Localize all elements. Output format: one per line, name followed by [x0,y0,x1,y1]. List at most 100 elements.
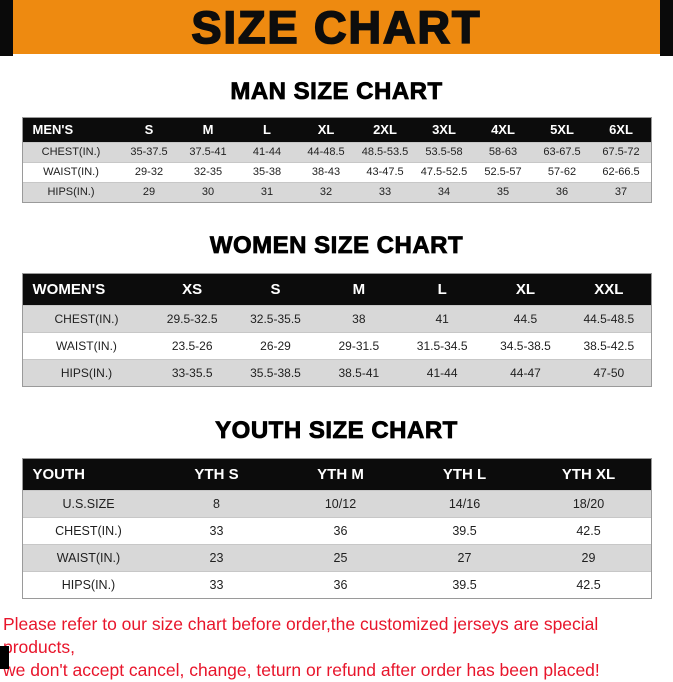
page-title: SIZE CHART [191,1,482,53]
size-value: 29 [526,543,651,571]
size-column-header: XL [296,118,356,142]
measurement-row: HIPS(IN.) 29 30 31 32 33 34 35 36 37 [22,181,651,202]
corner-block-top-right [660,0,673,56]
size-value: 14/16 [402,489,527,517]
women-size-table: WOMEN'S XS S M L XL XXL CHEST(IN.) 29.5-32.5 32.5… [22,274,651,386]
size-value: 32.5-35.5 [233,304,318,332]
size-column-header: XXL [567,274,651,305]
size-value: 62-66.5 [591,161,651,182]
size-value: 32-35 [178,161,238,182]
size-value: 38.5-42.5 [567,331,651,359]
row-label: U.S.SIZE [22,489,155,517]
measurement-row: WAIST(IN.) 29-32 32-35 35-38 38-43 43-47.5 47.… [22,161,651,182]
size-value: 41 [400,304,484,332]
row-label: HIPS(IN.) [22,181,120,202]
corner-block-bottom-left [0,646,9,669]
size-column-header: S [233,274,318,305]
size-value: 10/12 [278,489,403,517]
size-column-header: L [237,118,297,142]
men-size-table: MEN'S S M L XL 2XL 3XL 4XL 5XL 6XL CHEST(IN.) 35-37… [22,118,651,202]
size-column-header: YTH S [154,459,279,490]
size-column-header: M [317,274,401,305]
table-title-cell: MEN'S [22,118,120,142]
size-value: 32 [296,181,356,202]
size-value: 42.5 [526,570,651,598]
size-value: 47-50 [567,358,651,386]
row-label: WAIST(IN.) [22,331,151,359]
size-value: 8 [154,489,279,517]
measurement-row: WAIST(IN.) 23.5-26 26-29 29-31.5 31.5-34.5 34… [22,331,651,359]
size-value: 35.5-38.5 [233,358,318,386]
size-column-header: M [178,118,238,142]
size-value: 41-44 [400,358,484,386]
size-value: 57-62 [532,161,592,182]
header-row: MEN'S S M L XL 2XL 3XL 4XL 5XL 6XL [22,118,651,142]
row-label: WAIST(IN.) [22,543,155,571]
size-value: 18/20 [526,489,651,517]
size-value: 63-67.5 [532,141,592,162]
corner-block-top-left [0,0,13,56]
size-value: 52.5-57 [473,161,533,182]
man-size-chart-heading: MAN SIZE CHART [230,78,443,106]
table-title-cell: WOMEN'S [22,274,151,305]
size-value: 47.5-52.5 [414,161,474,182]
size-value: 33 [355,181,415,202]
size-value: 39.5 [402,516,527,544]
banner-background: SIZE CHART [12,0,661,54]
row-label: HIPS(IN.) [22,358,151,386]
size-value: 35-37.5 [119,141,179,162]
size-value: 26-29 [233,331,318,359]
policy-line-1: Please refer to our size chart before or… [3,614,599,658]
measurement-row: HIPS(IN.) 33 36 39.5 42.5 [22,570,651,598]
size-column-header: 2XL [355,118,415,142]
youth-size-table: YOUTH YTH S YTH M YTH L YTH XL U.S.SIZE 8 10/12… [22,459,651,598]
size-value: 44-48.5 [296,141,356,162]
size-column-header: YTH L [402,459,527,490]
size-column-header: YTH XL [526,459,651,490]
size-value: 25 [278,543,403,571]
size-value: 53.5-58 [414,141,474,162]
title-banner: SIZE CHART [0,0,673,57]
size-value: 23.5-26 [150,331,234,359]
size-value: 38.5-41 [317,358,401,386]
row-label: WAIST(IN.) [22,161,120,182]
size-value: 29 [119,181,179,202]
measurement-row: CHEST(IN.) 33 36 39.5 42.5 [22,516,651,544]
size-value: 29.5-32.5 [150,304,234,332]
size-value: 41-44 [237,141,297,162]
size-column-header: XS [150,274,234,305]
size-value: 38-43 [296,161,356,182]
measurement-row: HIPS(IN.) 33-35.5 35.5-38.5 38.5-41 41-44 44-… [22,358,651,386]
order-policy-note: Please refer to our size chart before or… [3,613,673,682]
size-value: 29-31.5 [317,331,401,359]
size-column-header: 6XL [591,118,651,142]
size-value: 39.5 [402,570,527,598]
size-column-header: XL [483,274,568,305]
size-value: 36 [278,516,403,544]
size-value: 33 [154,516,279,544]
size-value: 44.5-48.5 [567,304,651,332]
size-value: 35 [473,181,533,202]
header-row: WOMEN'S XS S M L XL XXL [22,274,651,305]
size-column-header: 5XL [532,118,592,142]
size-value: 43-47.5 [355,161,415,182]
size-value: 58-63 [473,141,533,162]
size-value: 33-35.5 [150,358,234,386]
measurement-row: WAIST(IN.) 23 25 27 29 [22,543,651,571]
size-column-header: 4XL [473,118,533,142]
size-value: 38 [317,304,401,332]
row-label: CHEST(IN.) [22,304,151,332]
size-value: 27 [402,543,527,571]
size-value: 44.5 [483,304,568,332]
size-column-header: 3XL [414,118,474,142]
size-value: 37.5-41 [178,141,238,162]
size-value: 42.5 [526,516,651,544]
size-value: 44-47 [483,358,568,386]
measurement-row: CHEST(IN.) 35-37.5 37.5-41 41-44 44-48.5 48.5… [22,141,651,162]
size-value: 34 [414,181,474,202]
size-value: 34.5-38.5 [483,331,568,359]
size-column-header: S [119,118,179,142]
youth-size-chart-heading: YOUTH SIZE CHART [215,417,458,445]
women-size-chart-heading: WOMEN SIZE CHART [209,232,464,260]
size-value: 30 [178,181,238,202]
